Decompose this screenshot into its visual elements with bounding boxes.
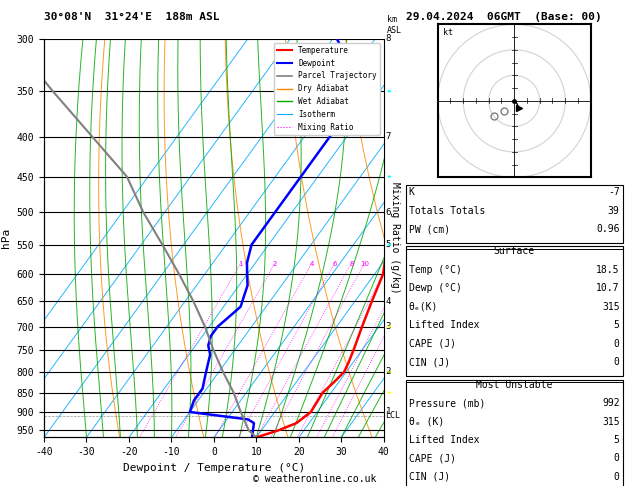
Text: 29.04.2024  06GMT  (Base: 00): 29.04.2024 06GMT (Base: 00) bbox=[406, 12, 601, 22]
Text: 8: 8 bbox=[386, 35, 391, 43]
Text: PW (cm): PW (cm) bbox=[409, 224, 450, 234]
Text: 39: 39 bbox=[608, 206, 620, 216]
Text: θₑ(K): θₑ(K) bbox=[409, 302, 438, 312]
Text: 10.7: 10.7 bbox=[596, 283, 620, 294]
Text: 0: 0 bbox=[614, 472, 620, 482]
Text: 5: 5 bbox=[614, 435, 620, 445]
Text: 0: 0 bbox=[614, 357, 620, 367]
Y-axis label: hPa: hPa bbox=[1, 228, 11, 248]
Text: © weatheronline.co.uk: © weatheronline.co.uk bbox=[253, 474, 376, 484]
Text: 992: 992 bbox=[602, 398, 620, 408]
Text: km
ASL: km ASL bbox=[387, 16, 402, 35]
Text: 4: 4 bbox=[309, 261, 314, 267]
Text: LCL: LCL bbox=[386, 411, 401, 420]
Text: Lifted Index: Lifted Index bbox=[409, 435, 479, 445]
Text: 18.5: 18.5 bbox=[596, 265, 620, 275]
Text: 315: 315 bbox=[602, 417, 620, 427]
Text: 3: 3 bbox=[386, 322, 391, 331]
Text: Pressure (mb): Pressure (mb) bbox=[409, 398, 485, 408]
Y-axis label: Mixing Ratio (g/kg): Mixing Ratio (g/kg) bbox=[391, 182, 400, 294]
Text: 0: 0 bbox=[614, 339, 620, 349]
Text: 6: 6 bbox=[333, 261, 337, 267]
Text: 7: 7 bbox=[386, 132, 391, 141]
Text: 2: 2 bbox=[273, 261, 277, 267]
Text: 315: 315 bbox=[602, 302, 620, 312]
Text: 6: 6 bbox=[386, 208, 391, 217]
Text: CAPE (J): CAPE (J) bbox=[409, 339, 456, 349]
Text: 10: 10 bbox=[360, 261, 369, 267]
Text: kt: kt bbox=[443, 28, 453, 36]
Text: Lifted Index: Lifted Index bbox=[409, 320, 479, 330]
Text: 1: 1 bbox=[386, 407, 391, 417]
Text: CIN (J): CIN (J) bbox=[409, 472, 450, 482]
Text: Most Unstable: Most Unstable bbox=[476, 380, 552, 390]
Text: CAPE (J): CAPE (J) bbox=[409, 453, 456, 464]
Legend: Temperature, Dewpoint, Parcel Trajectory, Dry Adiabat, Wet Adiabat, Isotherm, Mi: Temperature, Dewpoint, Parcel Trajectory… bbox=[274, 43, 380, 135]
Text: K: K bbox=[409, 187, 415, 197]
Text: 4: 4 bbox=[386, 297, 391, 306]
Text: CIN (J): CIN (J) bbox=[409, 357, 450, 367]
Text: θₑ (K): θₑ (K) bbox=[409, 417, 444, 427]
Text: 5: 5 bbox=[386, 240, 391, 249]
Text: 0.96: 0.96 bbox=[596, 224, 620, 234]
Text: 30°08'N  31°24'E  188m ASL: 30°08'N 31°24'E 188m ASL bbox=[44, 12, 220, 22]
Text: Totals Totals: Totals Totals bbox=[409, 206, 485, 216]
Text: Temp (°C): Temp (°C) bbox=[409, 265, 462, 275]
Text: -7: -7 bbox=[608, 187, 620, 197]
Text: 0: 0 bbox=[614, 453, 620, 464]
X-axis label: Dewpoint / Temperature (°C): Dewpoint / Temperature (°C) bbox=[123, 463, 305, 473]
Text: 8: 8 bbox=[349, 261, 353, 267]
Text: Surface: Surface bbox=[494, 246, 535, 257]
Text: 5: 5 bbox=[614, 320, 620, 330]
Text: Dewp (°C): Dewp (°C) bbox=[409, 283, 462, 294]
Text: 2: 2 bbox=[386, 367, 391, 377]
Text: 1: 1 bbox=[238, 261, 243, 267]
